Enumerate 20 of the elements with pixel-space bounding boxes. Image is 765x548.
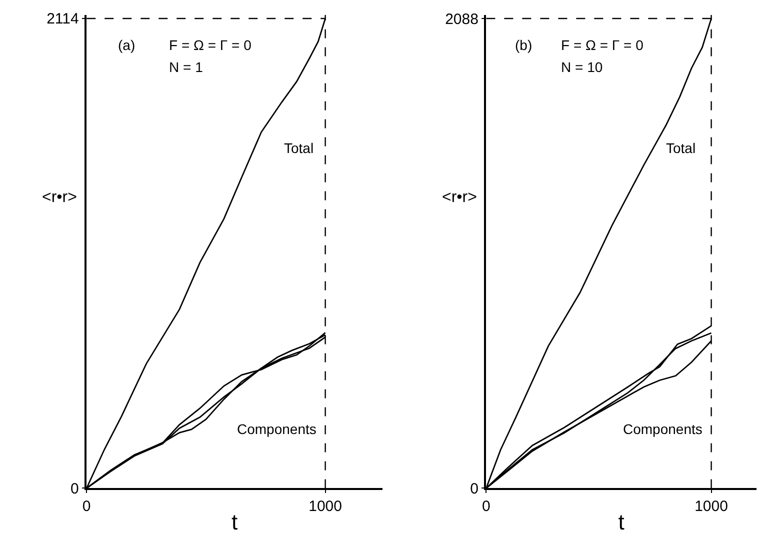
- annotation: F = Ω = Γ = 0: [561, 37, 644, 53]
- annotation: (b): [515, 37, 532, 53]
- annotation: N = 1: [169, 59, 204, 75]
- x-tick-label: 1000: [308, 498, 342, 515]
- x-axis-title: t: [618, 509, 624, 534]
- annotation: Total: [666, 140, 696, 156]
- annotation: Total: [284, 140, 314, 156]
- annotation: F = Ω = Γ = 0: [169, 37, 252, 53]
- annotation: N = 10: [561, 59, 603, 75]
- y-tick-label: 2114: [46, 10, 79, 28]
- y-tick-label: 2088: [445, 10, 478, 28]
- x-tick-label: 0: [482, 498, 490, 515]
- annotation: (a): [118, 37, 136, 53]
- y-axis-title: <r•r>: [442, 189, 477, 206]
- x-axis-title: t: [232, 509, 238, 534]
- annotation: Components: [623, 421, 702, 437]
- annotation: Components: [237, 421, 316, 437]
- x-tick-label: 1000: [694, 498, 728, 515]
- x-tick-label: 0: [82, 498, 91, 515]
- y-axis-title: <r•r>: [42, 189, 77, 206]
